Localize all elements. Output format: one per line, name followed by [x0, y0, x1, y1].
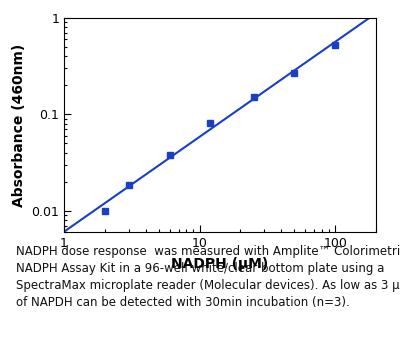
Text: NADPH dose response  was measured with Amplite™ Colorimetric
NADPH Assay Kit in : NADPH dose response was measured with Am…	[16, 245, 400, 308]
Y-axis label: Absorbance (460nm): Absorbance (460nm)	[12, 43, 26, 207]
X-axis label: NADPH (μM): NADPH (μM)	[171, 257, 269, 271]
